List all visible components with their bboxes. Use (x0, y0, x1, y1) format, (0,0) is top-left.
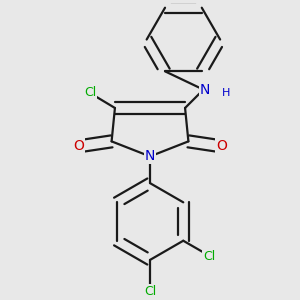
Text: Cl: Cl (203, 250, 215, 263)
Text: N: N (200, 82, 210, 97)
Text: H: H (222, 88, 230, 98)
Text: Cl: Cl (84, 86, 96, 99)
Text: N: N (145, 149, 155, 164)
Text: O: O (73, 140, 84, 153)
Text: O: O (216, 140, 227, 153)
Text: Cl: Cl (144, 285, 156, 298)
